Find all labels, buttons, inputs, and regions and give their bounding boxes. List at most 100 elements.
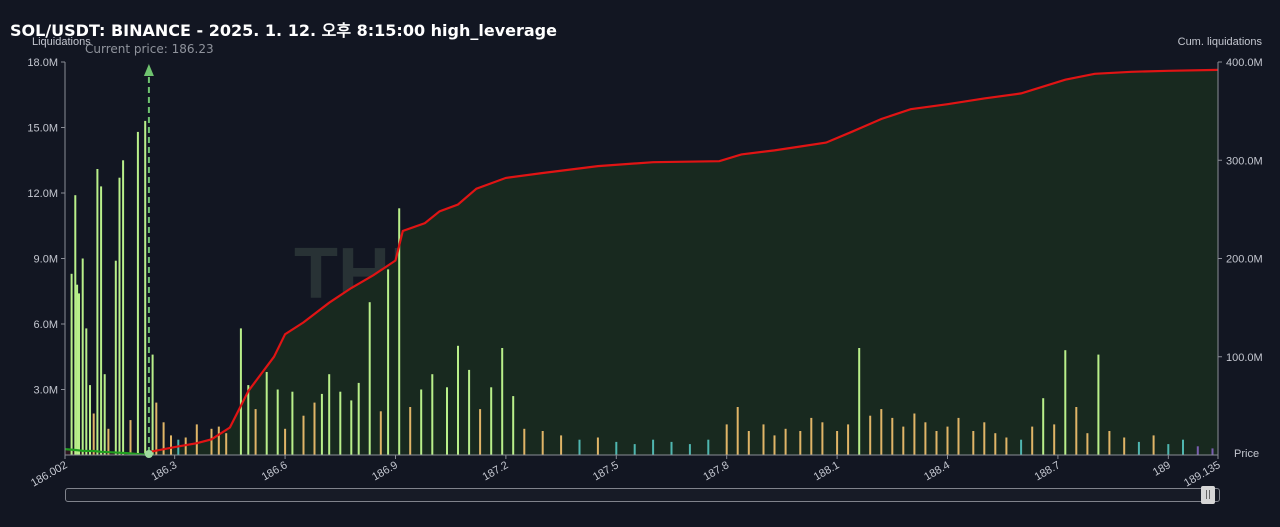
liquidation-bar bbox=[736, 407, 739, 455]
short-cum-line bbox=[148, 68, 1219, 454]
liquidation-bar bbox=[707, 439, 710, 455]
y-right-tick-label: 400.0M bbox=[1226, 57, 1263, 69]
liquidation-bar bbox=[78, 293, 80, 455]
liquidation-bar bbox=[74, 195, 77, 455]
liquidation-bar bbox=[773, 435, 776, 455]
liquidation-bar bbox=[276, 389, 279, 455]
liquidation-bar bbox=[170, 435, 172, 455]
liquidation-bar bbox=[501, 348, 504, 455]
liquidation-bar bbox=[1167, 444, 1170, 455]
liquidation-bar bbox=[1005, 437, 1008, 455]
liquidation-bar bbox=[446, 387, 448, 455]
liquidation-bar bbox=[339, 391, 342, 455]
liquidation-bar bbox=[70, 273, 73, 455]
liquidation-bar bbox=[313, 402, 316, 455]
axes: 3.0M 6.0M 9.0M 12.0M 15.0M 18.0M 100.0M 200.0M 3… bbox=[27, 36, 1262, 489]
x-tick-label: 188.7 bbox=[1033, 459, 1063, 483]
liquidation-bar bbox=[1020, 439, 1023, 455]
liquidation-bar bbox=[350, 400, 353, 455]
x-tick-label: 186.3 bbox=[149, 459, 179, 483]
liquidation-bar bbox=[523, 428, 526, 455]
liquidation-bar bbox=[1137, 441, 1140, 455]
liquidation-bar bbox=[387, 269, 390, 455]
liquidation-bar bbox=[490, 387, 493, 455]
current-price-arrow bbox=[143, 64, 154, 76]
y-right-tick-label: 200.0M bbox=[1226, 254, 1263, 266]
liquidation-bar bbox=[291, 391, 294, 455]
liquidation-bar bbox=[379, 411, 382, 455]
range-scrollbar[interactable] bbox=[65, 486, 1220, 504]
liquidation-bar bbox=[328, 374, 331, 455]
liquidation-bar bbox=[129, 420, 132, 455]
liquidation-bar bbox=[596, 437, 599, 455]
liquidation-bar bbox=[107, 428, 110, 455]
x-axis-title: Price bbox=[1234, 448, 1259, 460]
liquidation-bar bbox=[76, 284, 79, 455]
liquidation-bar bbox=[431, 374, 434, 455]
liquidation-bar bbox=[784, 428, 787, 455]
short-cum-area bbox=[148, 69, 1218, 456]
liquidation-bar bbox=[468, 369, 471, 455]
liquidation-bar bbox=[239, 328, 242, 455]
liquidation-bar bbox=[457, 345, 459, 455]
liquidation-bar bbox=[1097, 354, 1100, 455]
liquidation-bar bbox=[302, 415, 305, 455]
liquidation-bar bbox=[225, 433, 228, 455]
long-cum-line bbox=[64, 448, 149, 456]
liquidation-bar bbox=[162, 422, 165, 456]
scrollbar-handle[interactable] bbox=[1201, 486, 1215, 504]
liquidation-bar bbox=[983, 422, 986, 456]
liquidation-bar bbox=[118, 177, 121, 455]
liquidation-bar bbox=[725, 424, 728, 455]
liquidation-bar bbox=[409, 407, 412, 455]
liquidation-bar bbox=[891, 417, 894, 455]
liquidation-bar bbox=[880, 409, 883, 455]
liquidation-bar bbox=[100, 186, 103, 455]
x-tick-label: 188.1 bbox=[812, 459, 842, 483]
x-tick-label: 187.5 bbox=[591, 459, 621, 483]
liquidation-bar bbox=[972, 431, 975, 455]
liquidation-bar bbox=[810, 417, 813, 455]
liquidation-bar bbox=[81, 258, 84, 455]
liquidation-bar bbox=[479, 409, 482, 455]
liquidation-bar bbox=[688, 444, 691, 455]
liquidation-bar bbox=[512, 396, 515, 455]
liquidation-bar bbox=[1064, 350, 1067, 455]
liquidation-bar bbox=[869, 415, 872, 455]
x-tick-label: 188.4 bbox=[922, 459, 952, 483]
chart-title: SOL/USDT: BINANCE - 2025. 1. 12. 오후 8:15… bbox=[10, 21, 557, 40]
x-tick-label: 186.6 bbox=[260, 459, 290, 483]
liquidation-bar bbox=[1196, 446, 1199, 455]
y-left-tick-label: 6.0M bbox=[34, 319, 58, 331]
x-tick-label: 186.9 bbox=[370, 459, 400, 483]
liquidation-bar bbox=[103, 374, 106, 455]
liquidation-bar bbox=[85, 328, 88, 455]
liquidation-bar bbox=[398, 208, 401, 455]
liquidation-bar bbox=[799, 431, 802, 455]
liquidation-bar bbox=[420, 389, 423, 455]
liquidation-bar bbox=[821, 422, 824, 456]
liquidation-bar bbox=[1211, 448, 1214, 455]
area-fills bbox=[65, 69, 1218, 456]
y-left-tick-label: 15.0M bbox=[27, 123, 58, 135]
liquidation-bar bbox=[858, 348, 861, 455]
current-price-label: Current price: 186.23 bbox=[85, 42, 214, 56]
liquidation-bar bbox=[913, 413, 916, 455]
y-left-tick-label: 18.0M bbox=[27, 57, 58, 69]
liquidation-bar bbox=[122, 160, 125, 456]
liquidation-bar bbox=[1182, 439, 1184, 455]
liquidation-bar bbox=[578, 439, 581, 455]
liquidation-bar bbox=[284, 428, 287, 455]
liquidation-bar bbox=[368, 302, 371, 455]
liquidation-bar bbox=[670, 441, 673, 455]
liquidation-bar bbox=[747, 431, 750, 455]
liquidation-bar bbox=[96, 169, 99, 455]
y-right-tick-label: 100.0M bbox=[1226, 352, 1263, 364]
liquidation-bar bbox=[136, 131, 139, 455]
liquidation-bars bbox=[70, 120, 1214, 456]
liquidation-bar bbox=[357, 382, 360, 455]
liquidation-bar bbox=[615, 441, 618, 455]
y-left-axis-title: Liquidations bbox=[32, 36, 91, 48]
liquidation-bar bbox=[92, 413, 95, 455]
